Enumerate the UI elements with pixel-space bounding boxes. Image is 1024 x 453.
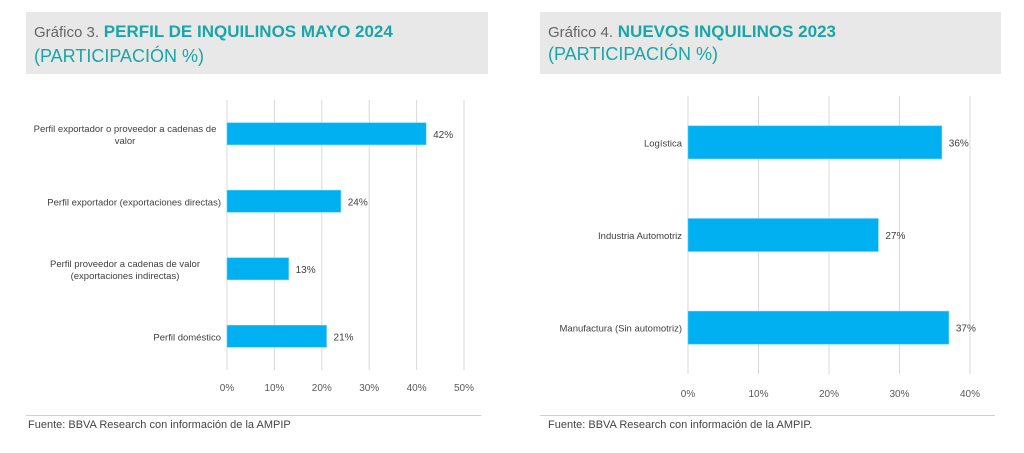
chart-title: Gráfico 4. NUEVOS INQUILINOS 2023 (548, 22, 836, 43)
y-category-label: Perfil exportador (exportaciones directa… (47, 197, 221, 208)
chart-subtitle: (PARTICIPACIÓN %) (34, 46, 205, 66)
x-tick-label: 20% (312, 383, 332, 394)
chart-title-main: NUEVOS INQUILINOS 2023 (617, 22, 836, 41)
x-tick-label: 50% (454, 383, 474, 394)
chart-subtitle: (PARTICIPACIÓN %) (548, 44, 719, 64)
x-tick-label: 30% (359, 383, 379, 394)
chart-source: Fuente: BBVA Research con información de… (548, 419, 813, 431)
y-category-label: Perfil proveedor a cadenas de valor (50, 259, 200, 270)
data-label: 42% (433, 130, 453, 141)
x-tick-label: 30% (889, 389, 909, 400)
bar (226, 257, 289, 281)
x-tick-label: 10% (264, 383, 284, 394)
data-label: 13% (296, 265, 316, 276)
bar (687, 310, 950, 345)
chart-title-box: Gráfico 3. PERFIL DE INQUILINOS MAYO 202… (26, 12, 488, 74)
chart-title: Gráfico 3. PERFIL DE INQUILINOS MAYO 202… (34, 22, 393, 43)
y-category-label: Logística (644, 138, 683, 149)
chart-title-prefix: Gráfico 4. (548, 24, 614, 41)
x-tick-label: 40% (407, 383, 427, 394)
y-category-label: valor (115, 136, 136, 147)
bar (687, 218, 879, 252)
source-divider (540, 415, 995, 416)
source-divider (26, 415, 481, 416)
y-category-label: Manufactura (Sin automotriz) (560, 324, 683, 335)
y-category-label: Perfil exportador o proveedor a cadenas … (34, 124, 217, 135)
x-tick-label: 10% (748, 389, 768, 400)
data-label: 27% (885, 231, 905, 242)
x-tick-label: 0% (681, 389, 696, 400)
data-label: 24% (348, 197, 368, 208)
x-tick-label: 0% (220, 383, 235, 394)
y-category-label: (exportaciones indirectas) (71, 271, 180, 282)
x-tick-label: 20% (819, 389, 839, 400)
bar (687, 125, 943, 160)
chart-title-box: Gráfico 4. NUEVOS INQUILINOS 2023 (PARTI… (540, 12, 1001, 74)
x-tick-label: 40% (960, 389, 980, 400)
data-label: 36% (949, 138, 969, 149)
data-label: 37% (956, 324, 976, 335)
chart-source: Fuente: BBVA Research con información de… (28, 419, 291, 431)
y-category-label: Industria Automotriz (598, 231, 682, 242)
y-category-label: Perfil doméstico (153, 332, 221, 343)
chart-title-main: PERFIL DE INQUILINOS MAYO 2024 (103, 22, 393, 41)
data-label: 21% (334, 332, 354, 343)
bar (226, 189, 342, 213)
chart-title-prefix: Gráfico 3. (34, 24, 100, 41)
bar (226, 122, 427, 146)
bar (226, 324, 327, 348)
